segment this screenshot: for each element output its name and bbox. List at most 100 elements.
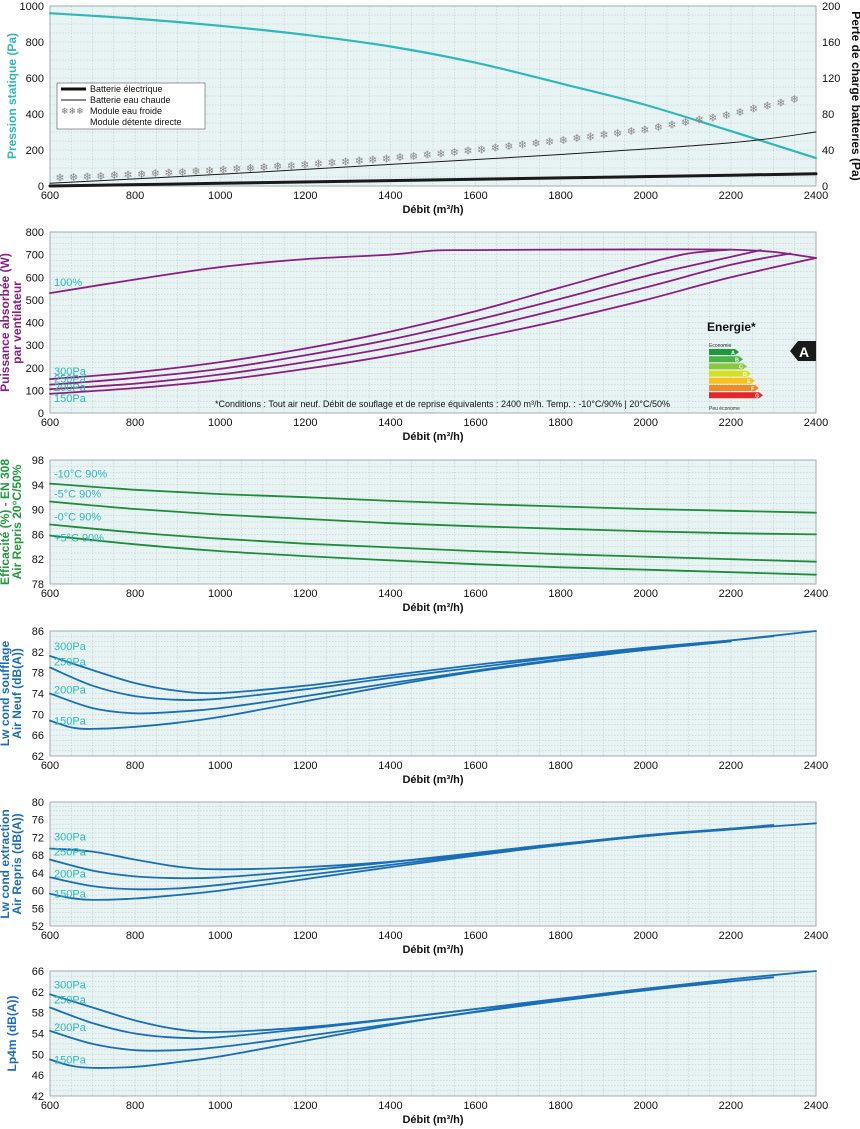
y2-tick-label: 0 bbox=[822, 181, 828, 193]
series-line bbox=[49, 822, 817, 901]
x-tick-label: 1200 bbox=[293, 588, 317, 600]
snowflake-marker: ❄ bbox=[219, 165, 228, 177]
snowflake-marker: ❄ bbox=[314, 158, 323, 170]
y-tick-label: 400 bbox=[26, 318, 44, 330]
x-tick-label: 1600 bbox=[463, 190, 487, 202]
x-tick-label: 1000 bbox=[208, 190, 232, 202]
series-label: 300Pa bbox=[54, 832, 87, 844]
snowflake-marker: ❄ bbox=[355, 155, 364, 167]
legend-label: Module eau froide bbox=[90, 106, 162, 116]
y-axis-label: Pression statique (Pa) bbox=[5, 33, 19, 159]
x-tick-label: 600 bbox=[41, 930, 59, 942]
snowflake-marker: ❄ bbox=[205, 165, 214, 177]
snowflake-marker: ❄ bbox=[178, 167, 187, 179]
x-tick-label: 1800 bbox=[548, 1100, 572, 1112]
x-tick-label: 1600 bbox=[463, 930, 487, 942]
snowflake-marker: ❄ bbox=[423, 150, 432, 162]
x-axis-label: Débit (m³/h) bbox=[402, 431, 463, 443]
snowflake-marker: ❄ bbox=[572, 133, 581, 145]
chart-panel-2: 600 800 1000 1200 1400 1600 1800 2000 2200 240001… bbox=[0, 227, 828, 443]
snowflake-marker: ❄ bbox=[232, 164, 241, 176]
snowflake-marker: ❄ bbox=[450, 147, 459, 159]
snowflake-marker: ❄ bbox=[463, 146, 472, 158]
snowflake-marker: ❄ bbox=[409, 151, 418, 163]
series-line bbox=[49, 248, 732, 380]
y-tick-label: 70 bbox=[32, 709, 44, 721]
series-label: 300Pa bbox=[54, 366, 87, 378]
x-tick-label: 1200 bbox=[293, 190, 317, 202]
series-label: -10°C 90% bbox=[54, 469, 108, 481]
snowflake-marker: ❄ bbox=[559, 135, 568, 147]
energy-class-bar bbox=[709, 385, 759, 391]
x-tick-label: 1200 bbox=[293, 1100, 317, 1112]
x-tick-label: 2400 bbox=[804, 1100, 828, 1112]
snowflake-marker: ❄ bbox=[776, 97, 785, 109]
x-tick-label: 2000 bbox=[634, 190, 658, 202]
snowflake-marker: ❄ bbox=[69, 172, 78, 184]
y-axis-label-line1: Lw cond extraction bbox=[0, 809, 12, 918]
series-label: 300Pa bbox=[54, 979, 87, 991]
y-tick-label: 86 bbox=[32, 529, 44, 541]
y-tick-label: 66 bbox=[32, 966, 44, 978]
energy-class-letter: D bbox=[743, 372, 747, 378]
x-tick-label: 1000 bbox=[208, 588, 232, 600]
snowflake-marker: ❄ bbox=[327, 157, 336, 169]
x-tick-label: 1800 bbox=[548, 760, 572, 772]
chart-panel-3: 600 800 1000 1200 1400 1600 1800 2000 2200 2400 78… bbox=[0, 455, 828, 614]
grid bbox=[49, 460, 817, 584]
energy-class-bar bbox=[709, 370, 751, 377]
y-tick-label: 86 bbox=[32, 626, 44, 638]
plot-area bbox=[49, 970, 817, 1097]
x-tick-label: 1400 bbox=[378, 190, 402, 202]
y2-tick-label: 80 bbox=[822, 109, 834, 121]
y-tick-label: 78 bbox=[32, 668, 44, 680]
y-tick-label: 400 bbox=[26, 109, 44, 121]
grid bbox=[49, 802, 817, 926]
energy-class-letter: B bbox=[735, 358, 739, 364]
x-tick-label: 2000 bbox=[634, 930, 658, 942]
energy-class-letter: E bbox=[747, 379, 751, 385]
x-axis-label: Débit (m³/h) bbox=[402, 204, 463, 216]
y-tick-label: 200 bbox=[26, 145, 44, 157]
x-tick-label: 800 bbox=[126, 930, 144, 942]
x-tick-label: 800 bbox=[126, 588, 144, 600]
snowflake-marker: ❄ bbox=[627, 126, 636, 138]
series-line bbox=[49, 970, 817, 1069]
energy-class-bar bbox=[709, 363, 747, 370]
energy-bottom-label: Peu économe bbox=[709, 406, 740, 412]
y2-tick-label: 40 bbox=[822, 145, 834, 157]
x-tick-label: 2400 bbox=[804, 760, 828, 772]
x-tick-label: 2200 bbox=[719, 588, 743, 600]
snowflake-marker: ❄ bbox=[477, 144, 486, 156]
series-label: 150Pa bbox=[54, 393, 87, 405]
y-tick-label: 82 bbox=[32, 647, 44, 659]
x-tick-label: 2400 bbox=[804, 930, 828, 942]
snowflake-marker: ❄ bbox=[654, 122, 663, 134]
x-tick-label: 1000 bbox=[208, 930, 232, 942]
x-tick-label: 1400 bbox=[378, 417, 402, 429]
x-tick-label: 2200 bbox=[719, 417, 743, 429]
x-axis-label: Débit (m³/h) bbox=[402, 602, 463, 614]
y-axis-label: Puissance absorbée (W)par ventilateur bbox=[0, 253, 24, 392]
y-axis-label-line1: Puissance absorbée (W) bbox=[0, 253, 12, 392]
y-tick-label: 42 bbox=[32, 1091, 44, 1103]
y-tick-label: 0 bbox=[38, 408, 44, 420]
x-tick-label: 2000 bbox=[634, 588, 658, 600]
y-tick-label: 800 bbox=[26, 37, 44, 49]
series-line bbox=[49, 131, 817, 184]
y2-tick-label: 200 bbox=[822, 1, 840, 13]
snowflake-marker: ❄ bbox=[368, 154, 377, 166]
x-tick-label: 800 bbox=[126, 1100, 144, 1112]
y-axis-label: Lw cond soufflageAir Neuf (dB(A)) bbox=[0, 641, 24, 747]
x-tick-label: 2400 bbox=[804, 417, 828, 429]
y-tick-label: 60 bbox=[32, 886, 44, 898]
series-label: 200Pa bbox=[54, 868, 87, 880]
snowflake-marker: ❄ bbox=[191, 166, 200, 178]
chart-panel-4: 600 800 1000 1200 1400 1600 1800 2000 2200 2400 62… bbox=[0, 626, 828, 786]
series-label: -0°C 90% bbox=[54, 511, 101, 523]
snowflake-marker: ❄ bbox=[246, 163, 255, 175]
conditions-note: *Conditions : Tout air neuf. Débit de so… bbox=[215, 399, 670, 409]
